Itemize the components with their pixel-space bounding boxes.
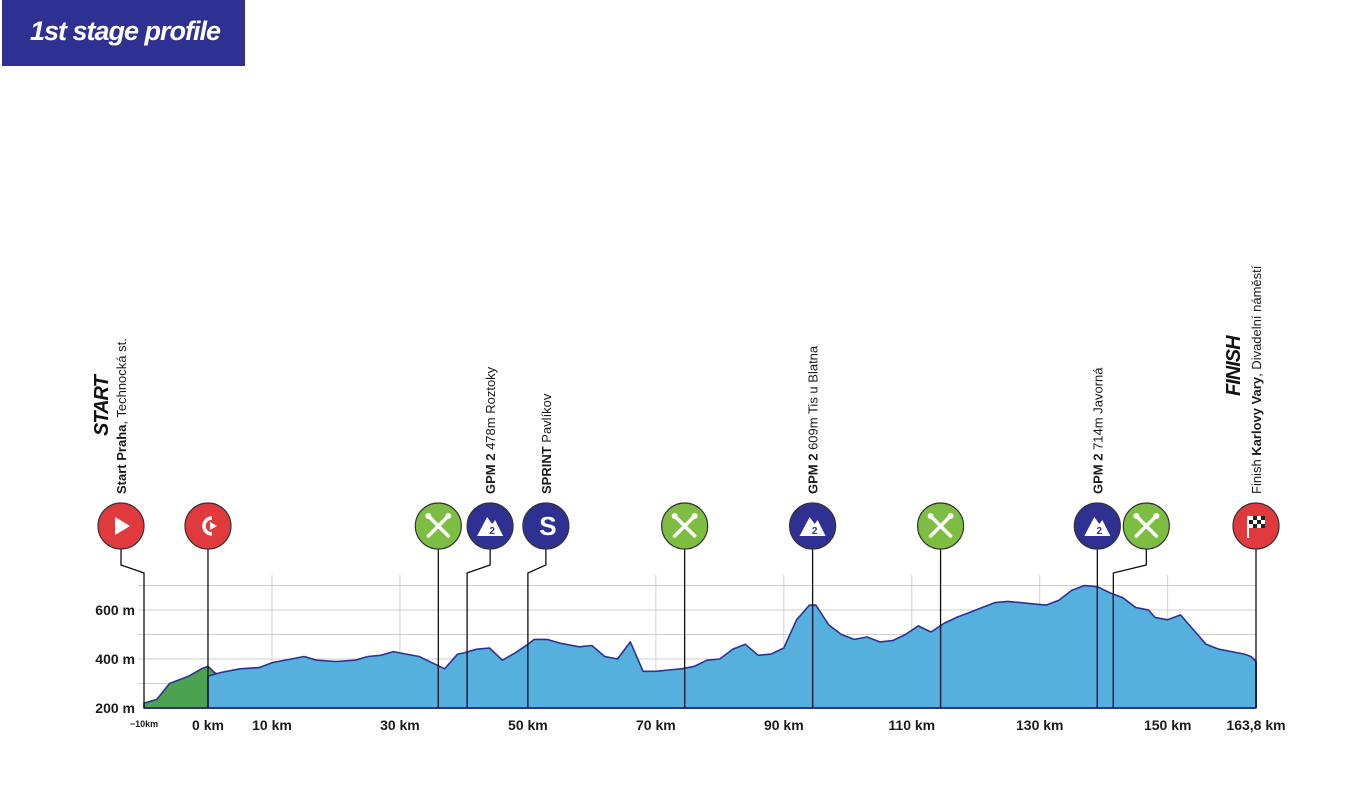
waypoint-label: Finish Karlovy Vary, Divadelní náměstí [1249, 265, 1264, 494]
checkered-flag-icon [1253, 520, 1257, 524]
fork-knife-icon [672, 514, 697, 538]
page-title: 1st stage profile [30, 16, 221, 46]
utensil-head-icon [927, 513, 934, 519]
y-tick-label: 400 m [95, 651, 135, 667]
x-tick-label: 150 km [1144, 717, 1191, 733]
climb-category: 2 [489, 526, 495, 537]
checkered-flag-icon [1257, 520, 1261, 524]
waypoint-leader-line [120, 549, 145, 708]
waypoint-finish: Finish Karlovy Vary, Divadelní náměstí FI… [1223, 265, 1280, 708]
waypoint-marker [184, 502, 232, 550]
waypoint-sprint: S SPRINT Pavlíkov [522, 393, 570, 708]
waypoint-climb: 2 GPM 2 478m Roztoky [466, 366, 514, 708]
profile-area [143, 584, 1257, 709]
waypoint-label: SPRINT Pavlíkov [539, 393, 554, 494]
waypoint-big-label: START [91, 373, 113, 436]
waypoint-climb: 2 GPM 2 714m Javorná [1073, 367, 1121, 708]
fork-knife-icon [1134, 514, 1159, 538]
waypoint-label: Start Praha, Technocká st. [114, 338, 129, 494]
climb-category: 2 [1097, 526, 1103, 537]
utensil-head-icon [1133, 513, 1140, 519]
checkered-flag-icon [1253, 516, 1257, 520]
utensil-head-icon [445, 513, 452, 519]
km-zero-icon [202, 516, 213, 536]
fork-knife-icon [928, 514, 953, 538]
utensil-head-icon [691, 513, 698, 519]
waypoint-marker [522, 502, 570, 550]
y-tick-label: 200 m [95, 700, 135, 716]
waypoint-label: GPM 2 609m Tis u Blatna [806, 345, 821, 494]
utensil-head-icon [1153, 513, 1160, 519]
play-icon [115, 517, 130, 535]
mountain-icon [799, 517, 826, 536]
waypoint-leader-line [466, 549, 491, 708]
arrow-right-icon [209, 522, 217, 530]
utensil-head-icon [947, 513, 954, 519]
climb-category: 2 [812, 526, 818, 537]
axes: 200 m 400 m 600 m −10km 0 km 10 km 30 km 50 km 7… [95, 602, 1285, 733]
waypoint-feed [414, 502, 462, 708]
fork-knife-icon [426, 514, 451, 538]
checkered-flag-icon [1261, 520, 1265, 524]
waypoints: Start Praha, Technocká st.START 2 GPM 2 47… [91, 265, 1280, 708]
x-tick-label: 70 km [636, 717, 676, 733]
x-tick-label: 0 km [192, 717, 224, 733]
x-tick-label-small: −10km [130, 719, 158, 729]
x-tick-label: 130 km [1016, 717, 1063, 733]
x-tick-label: 110 km [888, 717, 935, 733]
waypoint-big-label: FINISH [1223, 335, 1245, 396]
waypoint-label: GPM 2 714m Javorná [1090, 367, 1105, 494]
checkered-flag-icon [1261, 516, 1265, 520]
y-tick-label: 600 m [95, 602, 135, 618]
waypoint-leader-line [527, 549, 547, 708]
waypoint-start: Start Praha, Technocká st.START [91, 338, 145, 708]
checkered-flag-icon [1249, 516, 1253, 520]
checkered-flag-icon [1261, 524, 1265, 528]
waypoint-km0 [184, 502, 232, 708]
checkered-flag-icon [1249, 524, 1253, 528]
x-tick-label: 50 km [508, 717, 548, 733]
race-profile-area [207, 584, 1257, 709]
x-tick-label: 30 km [380, 717, 420, 733]
checkered-flag-icon [1257, 516, 1261, 520]
checkered-flag-icon [1249, 520, 1253, 524]
utensil-head-icon [425, 513, 432, 519]
title-banner: 1st stage profile [2, 0, 245, 66]
x-tick-label: 90 km [764, 717, 804, 733]
mountain-icon [477, 517, 504, 536]
sprint-icon: S [539, 511, 556, 541]
waypoint-feed [916, 502, 965, 708]
mountain-icon [1084, 517, 1111, 536]
waypoint-feed [661, 502, 709, 708]
waypoint-climb: 2 GPM 2 609m Tis u Blatna [789, 345, 837, 708]
x-tick-label: 163,8 km [1226, 717, 1285, 733]
checkered-flag-icon [1257, 524, 1261, 528]
utensil-head-icon [671, 513, 678, 519]
waypoint-label: GPM 2 478m Roztoky [483, 366, 498, 494]
x-tick-label: 10 km [252, 717, 292, 733]
waypoint-feed [1112, 502, 1170, 708]
checkered-flag-icon [1253, 524, 1257, 528]
